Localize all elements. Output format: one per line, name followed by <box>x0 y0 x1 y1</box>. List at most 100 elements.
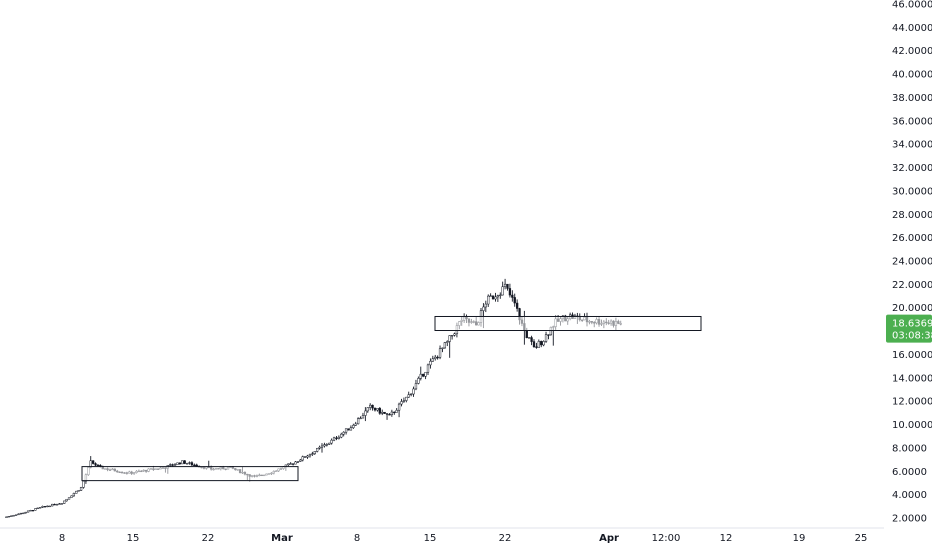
candle-body <box>429 360 432 366</box>
candle-body <box>332 437 336 441</box>
candle-body <box>289 463 292 465</box>
candle-body <box>535 346 538 348</box>
candle-body <box>65 498 68 502</box>
candle-body <box>371 404 374 409</box>
y-tick-label: 12.0000 <box>892 397 932 408</box>
candle-body <box>450 335 454 337</box>
candle-body <box>381 411 384 414</box>
price-axis-panel[interactable] <box>884 0 932 550</box>
candle-body <box>383 411 386 414</box>
candle-body <box>318 446 321 449</box>
candle-body <box>542 341 545 346</box>
candle-body <box>46 505 49 508</box>
candle-body <box>91 460 95 464</box>
candle-body <box>405 396 408 401</box>
candle-body <box>31 510 35 512</box>
candle-body <box>79 487 83 491</box>
candle-body <box>385 413 389 415</box>
candle-body <box>347 428 350 431</box>
y-tick-label: 22.0000 <box>892 280 932 291</box>
candle-body <box>530 337 533 342</box>
y-tick-label: 30.0000 <box>892 186 932 197</box>
candle-body <box>323 444 326 447</box>
candle-body <box>366 407 369 412</box>
candle-body <box>361 415 365 419</box>
y-tick-label: 6.0000 <box>892 467 927 478</box>
y-tick-label: 28.0000 <box>892 210 932 221</box>
candle-body <box>328 442 331 445</box>
candle-body <box>547 334 550 336</box>
candle-body <box>426 364 430 373</box>
y-tick-label: 26.0000 <box>892 233 932 244</box>
candle-body <box>417 378 420 384</box>
x-tick-label: 12:00 <box>652 533 681 544</box>
candle-body <box>306 455 309 458</box>
candle-body <box>513 297 516 304</box>
candle-body <box>340 433 343 438</box>
candle-body <box>41 506 44 508</box>
x-tick-label: 19 <box>793 533 806 544</box>
candle-body <box>75 490 78 494</box>
x-tick-label: 15 <box>424 533 437 544</box>
candle-body <box>173 464 177 466</box>
candle-body <box>356 418 360 425</box>
y-tick-label: 8.0000 <box>892 443 927 454</box>
candle-body <box>369 404 372 408</box>
candle-body <box>496 295 500 298</box>
candle-body <box>501 286 504 296</box>
y-tick-label: 16.0000 <box>892 350 932 361</box>
candle-body <box>291 463 295 465</box>
y-tick-label: 40.0000 <box>892 70 932 81</box>
candle-body <box>14 514 18 516</box>
candle-body <box>294 461 297 465</box>
candle-body <box>540 341 543 346</box>
candle-body <box>402 400 406 402</box>
candle-body <box>525 330 528 339</box>
x-tick-label: Mar <box>271 533 293 544</box>
price-zone-rectangle[interactable] <box>434 315 702 332</box>
price-zone-rectangle[interactable] <box>81 466 299 482</box>
candle-body <box>299 459 302 462</box>
candle-body <box>378 408 381 414</box>
x-tick-label: Apr <box>599 533 619 544</box>
candle-body <box>169 464 172 466</box>
candle-body <box>446 341 449 343</box>
x-tick-label: 15 <box>127 533 140 544</box>
y-tick-label: 32.0000 <box>892 163 932 174</box>
candle-body <box>308 454 312 457</box>
candle-body <box>400 401 403 405</box>
candle-body <box>342 431 345 435</box>
candle-body <box>431 358 434 362</box>
y-tick-label: 10.0000 <box>892 420 932 431</box>
y-tick-label: 2.0000 <box>892 514 927 525</box>
candle-body <box>22 512 25 515</box>
last-price-value: 18.6369 <box>892 319 932 330</box>
candle-body <box>354 423 357 426</box>
y-tick-label: 4.0000 <box>892 490 927 501</box>
candle-body <box>195 464 198 467</box>
candle-body <box>397 403 401 411</box>
candle-body <box>528 337 531 339</box>
candle-body <box>499 294 502 297</box>
candle-body <box>77 490 80 492</box>
y-tick-label: 24.0000 <box>892 257 932 268</box>
candle-body <box>359 417 362 420</box>
last-price-badge[interactable] <box>886 314 932 343</box>
candle-body <box>436 356 439 359</box>
candle-body <box>441 347 444 350</box>
candle-body <box>303 456 307 458</box>
candle-body <box>484 303 487 308</box>
candle-body <box>178 462 182 465</box>
candle-body <box>48 505 51 508</box>
candle-body <box>171 464 174 466</box>
candle-body <box>532 341 536 348</box>
candle-body <box>349 427 353 431</box>
candle-body <box>344 428 348 433</box>
candle-body <box>511 294 514 298</box>
x-tick-label: 22 <box>499 533 512 544</box>
x-tick-label: 25 <box>855 533 868 544</box>
candle-body <box>5 516 8 518</box>
candle-body <box>443 342 447 349</box>
